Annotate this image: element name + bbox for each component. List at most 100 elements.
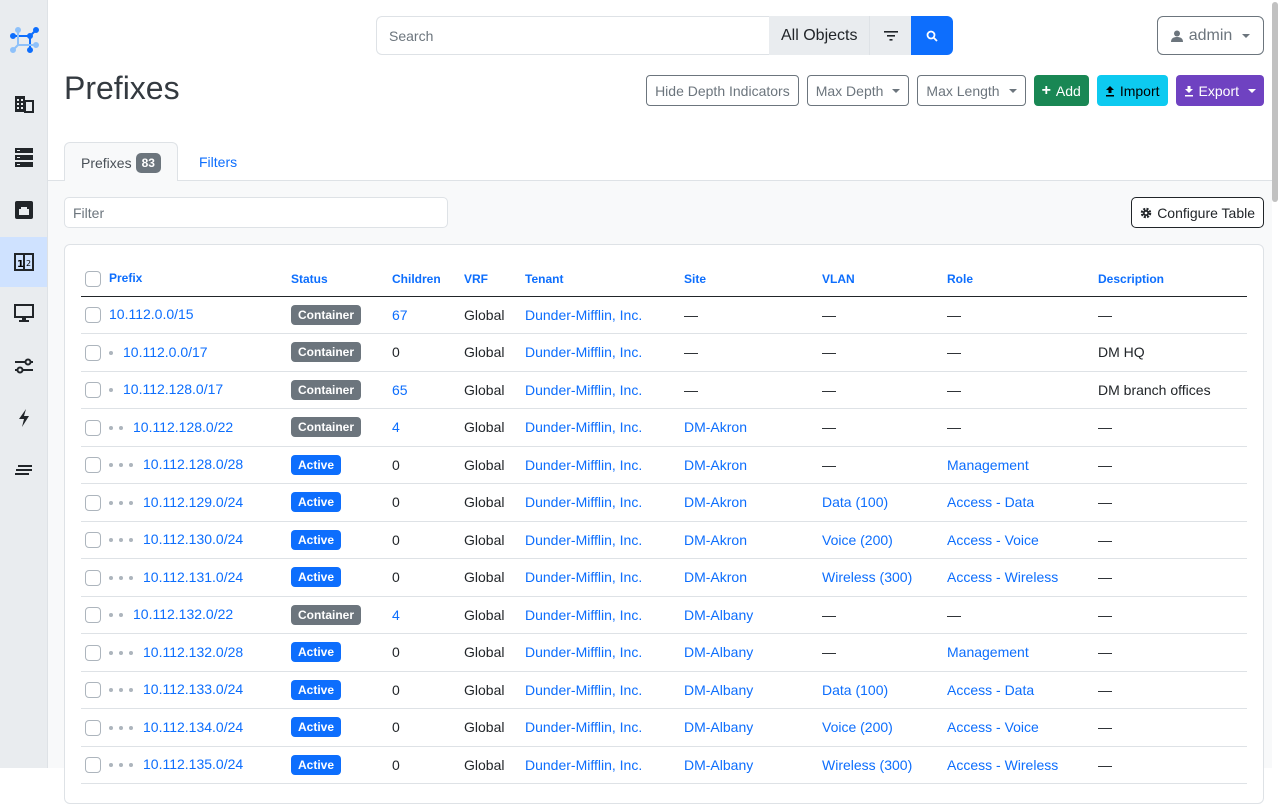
prefix-link[interactable]: 10.112.132.0/22 [133,606,234,623]
prefix-link[interactable]: 10.112.131.0/24 [143,568,244,585]
tab-prefixes[interactable]: Prefixes 83 [64,142,178,182]
virtualization-icon[interactable] [0,288,47,338]
prefix-link[interactable]: 10.112.130.0/24 [143,531,244,548]
row-checkbox[interactable] [85,494,101,511]
tenant-link[interactable]: Dunder-Mifflin, Inc. [525,419,643,436]
power-icon[interactable] [0,393,47,443]
tenant-link[interactable]: Dunder-Mifflin, Inc. [525,756,643,773]
table-filter-input[interactable] [64,197,448,228]
role-link[interactable]: Access - Voice [947,531,1039,548]
vlan-link[interactable]: Wireless (300) [822,569,913,586]
export-dropdown[interactable]: Export [1175,75,1264,106]
column-header-status[interactable]: Status [291,263,392,297]
hide-depth-indicators-button[interactable]: Hide Depth Indicators [646,75,799,106]
site-link[interactable]: DM-Akron [684,531,748,548]
prefix-link[interactable]: 10.112.134.0/24 [143,718,244,735]
row-checkbox[interactable] [85,682,101,699]
tenant-link[interactable]: Dunder-Mifflin, Inc. [525,719,643,736]
prefix-link[interactable]: 10.112.128.0/22 [133,418,234,435]
row-checkbox[interactable] [85,532,101,549]
role-link[interactable]: Access - Data [947,494,1035,511]
tab-filters[interactable]: Filters [199,153,238,170]
tenant-link[interactable]: Dunder-Mifflin, Inc. [525,494,643,511]
prefix-link[interactable]: 10.112.135.0/24 [143,756,244,773]
children-link[interactable]: 67 [392,306,408,323]
row-checkbox[interactable] [85,307,101,324]
prefix-link[interactable]: 10.112.133.0/24 [143,681,244,698]
column-header-vlan[interactable]: VLAN [822,263,947,297]
tenant-link[interactable]: Dunder-Mifflin, Inc. [525,681,643,698]
role-link[interactable]: Access - Wireless [947,569,1059,586]
configure-table-button[interactable]: Configure Table [1131,197,1264,228]
search-scope-dropdown[interactable]: All Objects [769,16,871,55]
tenant-link[interactable]: Dunder-Mifflin, Inc. [525,569,643,586]
max-depth-dropdown[interactable]: Max Depth [806,75,910,106]
column-header-description[interactable]: Description [1098,263,1247,297]
vlan-link[interactable]: Voice (200) [822,531,893,548]
connections-icon[interactable] [0,185,47,235]
tenant-link[interactable]: Dunder-Mifflin, Inc. [525,531,643,548]
prefix-link[interactable]: 10.112.132.0/28 [143,643,244,660]
prefix-link[interactable]: 10.112.0.0/17 [123,343,208,360]
organization-icon[interactable] [0,79,47,129]
column-header-tenant[interactable]: Tenant [525,263,684,297]
site-link[interactable]: DM-Albany [684,606,754,623]
row-checkbox[interactable] [85,607,101,624]
prefix-link[interactable]: 10.112.128.0/28 [143,456,244,473]
site-link[interactable]: DM-Albany [684,719,754,736]
column-header-site[interactable]: Site [684,263,822,297]
circuits-icon[interactable] [0,341,47,391]
role-link[interactable]: Management [947,644,1029,661]
tenant-link[interactable]: Dunder-Mifflin, Inc. [525,344,643,361]
column-header-role[interactable]: Role [947,263,1098,297]
prefix-link[interactable]: 10.112.128.0/17 [123,381,224,398]
scrollbar[interactable] [1272,2,1278,202]
site-link[interactable]: DM-Akron [684,494,748,511]
children-link[interactable]: 4 [392,606,400,623]
vlan-link[interactable]: Data (100) [822,494,889,511]
user-menu-button[interactable]: admin [1157,16,1264,55]
role-link[interactable]: Access - Wireless [947,756,1059,773]
children-link[interactable]: 4 [392,419,400,436]
vlan-link[interactable]: Wireless (300) [822,756,913,773]
prefix-link[interactable]: 10.112.129.0/24 [143,493,244,510]
row-checkbox[interactable] [85,419,101,436]
column-header-vrf[interactable]: VRF [464,263,525,297]
children-link[interactable]: 65 [392,381,408,398]
vlan-link[interactable]: Data (100) [822,681,889,698]
column-header-children[interactable]: Children [392,263,464,297]
site-link[interactable]: DM-Albany [684,644,754,661]
tenant-link[interactable]: Dunder-Mifflin, Inc. [525,381,643,398]
row-checkbox[interactable] [85,457,101,474]
column-header-prefix[interactable]: Prefix [81,263,291,297]
row-checkbox[interactable] [85,569,101,586]
tenant-link[interactable]: Dunder-Mifflin, Inc. [525,606,643,623]
site-link[interactable]: DM-Akron [684,456,748,473]
role-link[interactable]: Management [947,456,1029,473]
row-checkbox[interactable] [85,757,101,774]
max-length-dropdown[interactable]: Max Length [917,75,1026,106]
devices-icon[interactable] [0,132,47,182]
tenant-link[interactable]: Dunder-Mifflin, Inc. [525,306,643,323]
site-link[interactable]: DM-Akron [684,569,748,586]
search-input[interactable] [376,16,769,55]
site-link[interactable]: DM-Akron [684,419,748,436]
filter-icon[interactable] [870,16,912,55]
add-button[interactable]: + Add [1033,75,1089,106]
search-button[interactable] [911,16,954,55]
select-all-checkbox[interactable] [85,271,101,288]
site-link[interactable]: DM-Albany [684,681,754,698]
row-checkbox[interactable] [85,344,101,361]
tenant-link[interactable]: Dunder-Mifflin, Inc. [525,644,643,661]
row-checkbox[interactable] [85,382,101,399]
role-link[interactable]: Access - Voice [947,719,1039,736]
row-checkbox[interactable] [85,719,101,736]
tenant-link[interactable]: Dunder-Mifflin, Inc. [525,456,643,473]
import-button[interactable]: Import [1096,75,1168,106]
site-link[interactable]: DM-Albany [684,756,754,773]
row-checkbox[interactable] [85,644,101,661]
netbox-logo[interactable] [0,15,47,65]
role-link[interactable]: Access - Data [947,681,1035,698]
prefix-link[interactable]: 10.112.0.0/15 [109,306,194,323]
